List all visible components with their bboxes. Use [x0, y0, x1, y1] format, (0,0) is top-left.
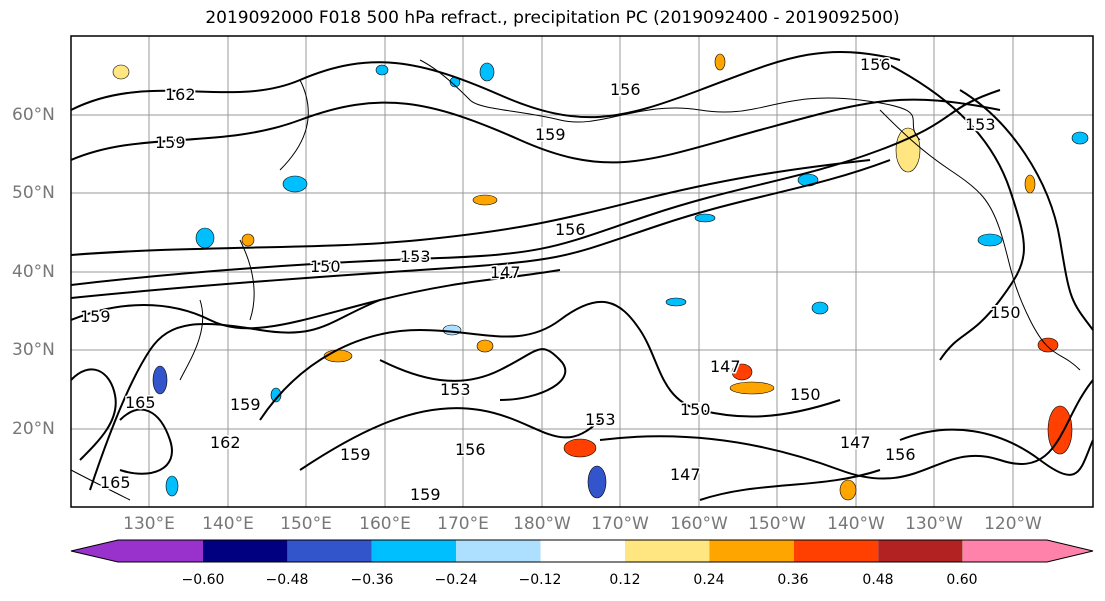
graticule: [71, 36, 1093, 507]
contour-label: 156: [860, 55, 891, 74]
contour-label: 159: [535, 125, 566, 144]
lat-label-50: 50°N: [12, 183, 55, 203]
contour-label: 153: [965, 115, 996, 134]
lon-label-140w: 140°W: [827, 514, 885, 534]
colorbar-tick-label: −0.60: [181, 572, 225, 588]
colorbar-tick-label: 0.60: [946, 572, 978, 588]
contour-label: 150: [790, 385, 821, 404]
lon-label-160w: 160°W: [670, 514, 728, 534]
lon-label-160e: 160°E: [359, 514, 411, 534]
contour-label: 156: [555, 220, 586, 239]
colorbar-swatch: [793, 540, 879, 562]
contour-label: 162: [210, 433, 241, 452]
precip-shading: [112, 53, 1089, 501]
colorbar-tick-label: −0.48: [265, 572, 309, 588]
colorbar-swatch: [203, 540, 288, 562]
contour-label: 165: [125, 393, 156, 412]
contour-label: 159: [80, 307, 111, 326]
contour-label: 147: [840, 433, 871, 452]
contour-label: 147: [710, 357, 741, 376]
lon-label-130w: 130°W: [905, 514, 963, 534]
colorbar-swatch: [963, 540, 1093, 562]
lon-label-170e: 170°E: [437, 514, 489, 534]
colorbar-swatch: [371, 540, 457, 562]
lon-label-180w: 180°W: [513, 514, 571, 534]
lon-label-140e: 140°E: [202, 514, 254, 534]
lon-label-120w: 120°W: [984, 514, 1042, 534]
colorbar-tick-label: 0.36: [777, 572, 809, 588]
contour-label: 162: [165, 85, 196, 104]
contour-label: 159: [340, 445, 371, 464]
colorbar-swatch: [71, 540, 203, 562]
lon-label-130e: 130°E: [123, 514, 175, 534]
contour-label: 153: [440, 380, 471, 399]
lon-label-150w: 150°W: [748, 514, 806, 534]
contour-label: 150: [680, 400, 711, 419]
refractivity-contours: [71, 50, 1093, 501]
lat-label-20: 20°N: [12, 419, 55, 439]
colorbar-tick-label: 0.48: [862, 572, 894, 588]
colorbar-tick-label: −0.12: [518, 572, 562, 588]
contour-label: 159: [410, 485, 441, 504]
colorbar-swatch: [709, 540, 794, 562]
colorbar: [70, 539, 1094, 563]
lat-label-30: 30°N: [12, 340, 55, 360]
colorbar-swatch: [540, 540, 625, 562]
map-title: 2019092000 F018 500 hPa refract., precip…: [205, 8, 900, 28]
contour-label: 165: [100, 473, 131, 492]
contour-label: 150: [990, 303, 1021, 322]
contour-labels: 162 159 156 153 150 147 165 159 156 153 150 147 162 1…: [79, 54, 1023, 506]
lat-label-40: 40°N: [12, 262, 55, 282]
colorbar-swatch: [878, 540, 963, 562]
colorbar-tick-label: −0.24: [434, 572, 478, 588]
contour-label: 147: [490, 263, 521, 282]
colorbar-swatch: [287, 540, 372, 562]
contour-label: 159: [155, 133, 186, 152]
lon-label-170w: 170°W: [591, 514, 649, 534]
contour-label: 156: [455, 440, 486, 459]
contour-label: 153: [400, 247, 431, 266]
contour-label: 159: [230, 395, 261, 414]
contour-label: 150: [310, 257, 341, 276]
map-frame: [70, 35, 1094, 508]
colorbar-tick-label: 0.12: [609, 572, 641, 588]
lon-label-150e: 150°E: [280, 514, 332, 534]
colorbar-tick-label: 0.24: [693, 572, 725, 588]
contour-label: 156: [610, 80, 641, 99]
coastlines: [71, 59, 1081, 501]
colorbar-swatch: [625, 540, 710, 562]
contour-label: 156: [885, 445, 916, 464]
colorbar-tick-label: −0.36: [350, 572, 394, 588]
lat-label-60: 60°N: [12, 105, 55, 125]
contour-label: 153: [585, 410, 616, 429]
colorbar-outline: [70, 539, 1094, 563]
colorbar-swatch: [456, 540, 541, 562]
contour-label: 147: [670, 465, 701, 484]
